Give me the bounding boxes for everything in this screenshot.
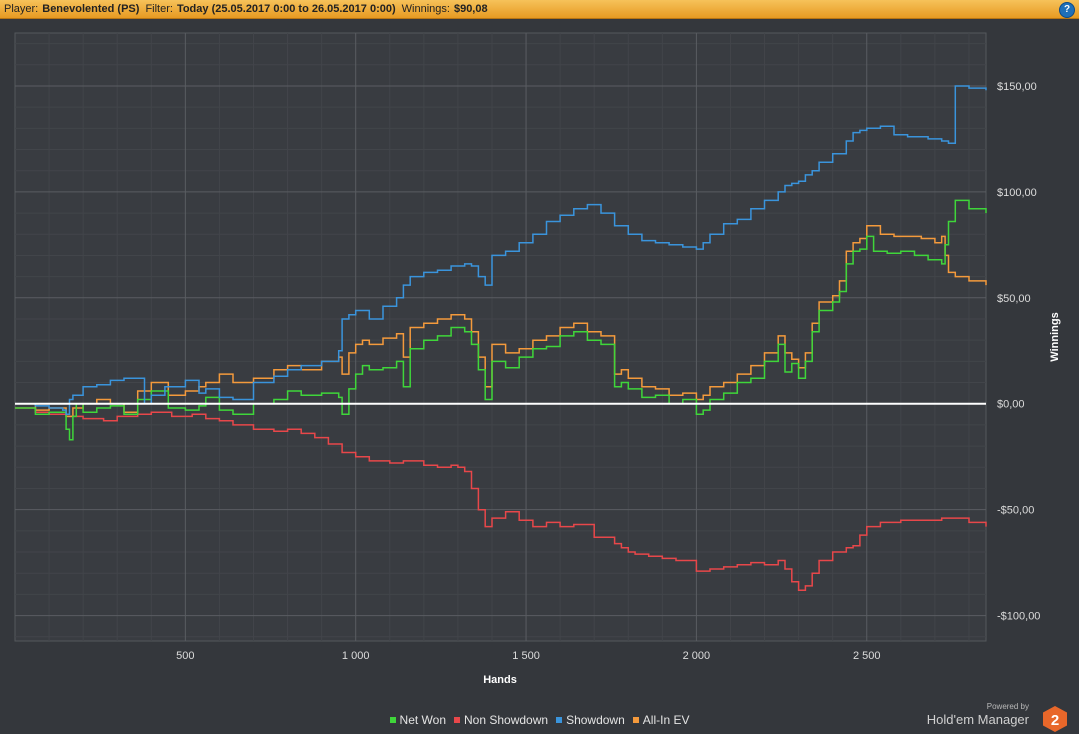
- filter-bar: Player: Benevolented (PS) Filter: Today (25…: [0, 0, 1079, 19]
- legend-swatch: [632, 716, 639, 723]
- legend-item-showdown[interactable]: Showdown: [556, 713, 625, 727]
- x-tick-label: 1 000: [342, 650, 370, 662]
- hem2-logo-icon: 2: [1043, 706, 1067, 732]
- player-value: Benevolented (PS): [42, 3, 140, 15]
- legend-swatch: [454, 716, 460, 723]
- y-tick-label: -$100,00: [997, 611, 1040, 623]
- series-line-non-showdown: [15, 407, 987, 591]
- series-line-all-in-ev: [15, 225, 987, 418]
- legend-item-all-in-ev[interactable]: All-In EV: [632, 713, 690, 727]
- legend-label: Non Showdown: [464, 713, 549, 727]
- y-tick-label: $150,00: [997, 81, 1037, 93]
- y-tick-label: $0,00: [997, 399, 1025, 411]
- series-line-showdown: [15, 85, 987, 416]
- series-line-net-won: [15, 199, 987, 441]
- y-tick-label: $50,00: [997, 293, 1031, 305]
- filter-label: Filter:: [145, 3, 173, 15]
- legend: Net Won Non Showdown Showdown All-In EV: [0, 713, 1079, 727]
- x-tick-label: 1 500: [512, 650, 540, 662]
- winnings-label: Winnings:: [401, 3, 450, 15]
- y-axis-label: Winnings: [1049, 312, 1061, 361]
- legend-label: Net Won: [399, 713, 446, 727]
- y-tick-label: -$50,00: [997, 505, 1034, 517]
- legend-item-non-showdown[interactable]: Non Showdown: [454, 713, 548, 727]
- x-axis-label: Hands: [483, 674, 517, 686]
- y-tick-label: $100,00: [997, 187, 1037, 199]
- legend-label: All-In EV: [642, 713, 690, 727]
- help-icon[interactable]: ?: [1059, 2, 1075, 18]
- major-grid: [15, 33, 986, 641]
- filter-value: Today (25.05.2017 0:00 to 26.05.2017 0:0…: [176, 3, 396, 15]
- player-label: Player:: [4, 3, 39, 15]
- logo-text: 2: [1051, 712, 1059, 729]
- winnings-graph: 500 1 000 1 500 2 000 2 500 $150,00 $100,00 $5…: [14, 32, 1061, 686]
- brand-name: Hold'em Manager: [926, 712, 1029, 727]
- brand-block: Powered by Hold'em Manager 2: [926, 702, 1069, 732]
- plot-area: [14, 32, 987, 642]
- series-layer: [15, 85, 987, 591]
- legend-item-net-won[interactable]: Net Won: [389, 713, 446, 727]
- legend-swatch: [556, 716, 563, 723]
- x-tick-label: 2 500: [853, 650, 881, 662]
- y-axis-ticks: $150,00 $100,00 $50,00 $0,00 -$50,00 -$100,00: [997, 81, 1040, 623]
- x-tick-label: 2 000: [683, 650, 711, 662]
- powered-by-text: Powered by: [986, 702, 1029, 711]
- legend-label: Showdown: [566, 713, 625, 727]
- x-axis-ticks: 500 1 000 1 500 2 000 2 500: [176, 650, 880, 662]
- winnings-value: $90,08: [453, 3, 488, 15]
- legend-swatch: [389, 716, 396, 723]
- x-tick-label: 500: [176, 650, 194, 662]
